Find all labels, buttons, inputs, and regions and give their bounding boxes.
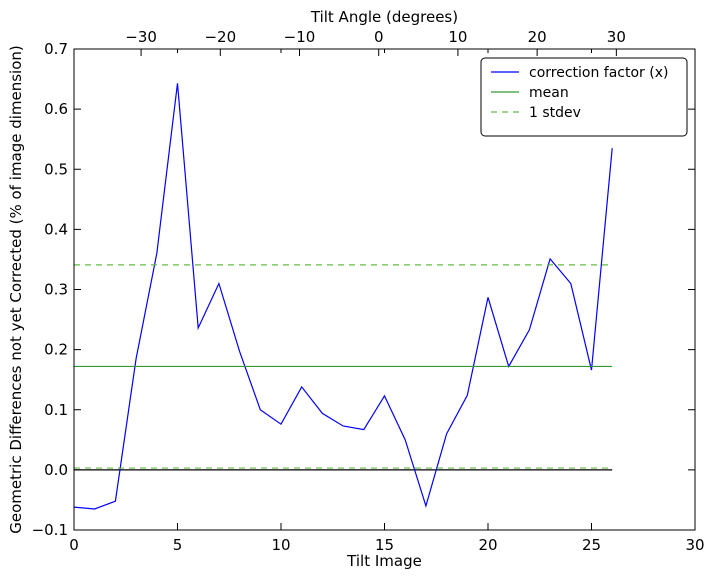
legend-box <box>480 57 688 137</box>
top-tick-label: −30 <box>125 28 157 46</box>
top-tick-label: −10 <box>284 28 316 46</box>
y-tick-label: 0.5 <box>44 160 68 178</box>
axis-ticks: 0 5 10 15 20 25 30 −30 −20 −10 0 10 20 30 −0.1 0.0 0.1 0.… <box>32 28 705 554</box>
top-tick-label: 30 <box>607 28 626 46</box>
legend: correction factor (x) mean 1 stdev <box>480 57 688 137</box>
legend-label: mean <box>529 85 569 101</box>
y-axis-label: Geometric Differences not yet Corrected … <box>7 45 25 534</box>
y-tick-label: 0.0 <box>44 461 68 479</box>
top-tick-label: 0 <box>374 28 384 46</box>
x-tick-label: 15 <box>375 536 394 554</box>
y-tick-label: 0.3 <box>44 281 68 299</box>
y-tick-label: 0.2 <box>44 341 68 359</box>
y-tick-label: −0.1 <box>32 521 68 539</box>
y-tick-label: 0.6 <box>44 100 68 118</box>
y-tick-label: 0.1 <box>44 401 68 419</box>
top-tick-label: −20 <box>204 28 236 46</box>
top-tick-label: 10 <box>448 28 467 46</box>
top-axis-label: Tilt Angle (degrees) <box>310 8 458 26</box>
x-axis-label: Tilt Image <box>346 552 422 570</box>
x-tick-label: 10 <box>271 536 290 554</box>
legend-label: 1 stdev <box>529 105 581 121</box>
legend-label: correction factor (x) <box>529 65 668 81</box>
x-tick-label: 20 <box>478 536 497 554</box>
x-tick-label: 25 <box>582 536 601 554</box>
series-line-correction-factor-x <box>73 83 613 510</box>
top-tick-label: 20 <box>528 28 547 46</box>
x-tick-label: 30 <box>685 536 704 554</box>
x-tick-label: 0 <box>69 536 79 554</box>
plot-area <box>73 83 613 510</box>
y-tick-label: 0.7 <box>44 40 68 58</box>
y-tick-label: 0.4 <box>44 220 68 238</box>
x-tick-label: 5 <box>173 536 183 554</box>
